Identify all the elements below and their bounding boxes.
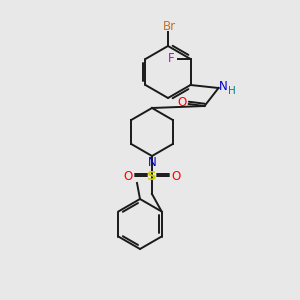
Text: O: O (177, 95, 186, 109)
Text: N: N (148, 157, 156, 169)
Text: F: F (168, 52, 175, 65)
Text: Br: Br (162, 20, 176, 32)
Text: N: N (219, 80, 228, 94)
Text: H: H (228, 86, 236, 96)
Text: O: O (171, 169, 181, 182)
Text: O: O (123, 169, 133, 182)
Text: S: S (147, 169, 157, 182)
